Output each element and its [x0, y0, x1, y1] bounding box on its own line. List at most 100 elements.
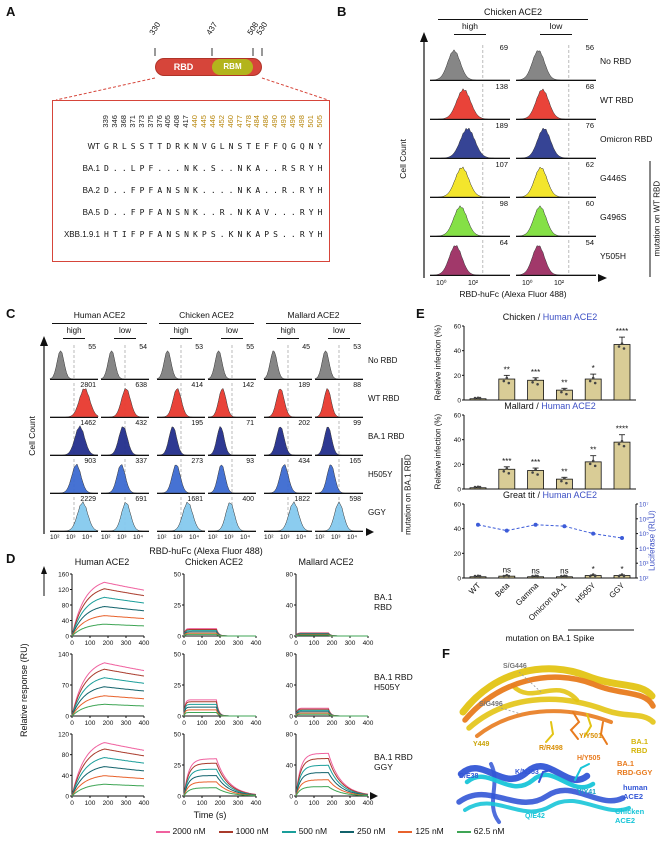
ribbon	[538, 769, 552, 783]
text: 400	[363, 720, 374, 727]
group-underline	[52, 323, 147, 324]
histogram-peak	[516, 166, 596, 198]
text: 40	[286, 763, 294, 770]
residue: F	[273, 142, 278, 151]
spr-plot: 0 70 140 0 100 200 300 400	[58, 652, 150, 728]
residue: R	[299, 186, 305, 195]
residue: .	[121, 186, 127, 195]
residue: .	[290, 186, 296, 195]
cell-count: 54	[139, 344, 147, 351]
text: ****	[616, 327, 628, 336]
x-tick: 10²	[101, 534, 111, 541]
spr-curve	[71, 581, 145, 637]
luciferase-point	[620, 536, 624, 541]
chart-title: Chicken / Human ACE2	[458, 312, 642, 322]
spr-curve	[71, 775, 144, 797]
residue: T	[112, 230, 118, 239]
ribbon	[510, 683, 580, 703]
text: 400	[251, 720, 262, 727]
cell-count: 98	[499, 199, 508, 208]
cell-count: 202	[298, 420, 310, 427]
flow-histogram	[516, 84, 596, 120]
legend-label: 500 nM	[298, 826, 328, 836]
text: 40	[454, 348, 462, 355]
residue: F	[130, 230, 136, 239]
cell-count: 434	[298, 458, 310, 465]
ribbon	[464, 772, 596, 790]
data-point	[502, 469, 506, 473]
line	[55, 77, 156, 101]
text: 25	[174, 763, 182, 770]
spr-curve	[71, 668, 145, 717]
data-point	[593, 381, 597, 385]
bar	[613, 441, 631, 490]
bar	[498, 378, 516, 401]
histogram-peak	[208, 502, 256, 532]
cell-count: 414	[191, 382, 203, 389]
text: 70	[62, 683, 70, 690]
residue: .	[264, 164, 270, 173]
variant-name: BA.1	[82, 164, 100, 173]
x-tick: 10⁰	[436, 280, 447, 287]
residue-label: H/Y505	[577, 755, 600, 762]
spr-plot: 0 25 50 0 100 200 300 400	[174, 652, 262, 728]
text: 50	[174, 732, 182, 739]
residue: F	[148, 164, 154, 173]
data-point	[478, 574, 482, 578]
text: 50	[174, 652, 182, 659]
data-point	[534, 574, 537, 578]
residue: R	[219, 208, 225, 217]
residue: Q	[282, 142, 287, 151]
flow-histogram	[515, 45, 596, 81]
data-point	[588, 462, 592, 466]
flow-histogram	[208, 497, 256, 532]
text: 0	[65, 634, 69, 641]
text: 400	[251, 800, 262, 807]
spr-curve	[295, 752, 369, 797]
cell-count: 56	[585, 43, 594, 52]
residue: .	[290, 208, 296, 217]
residue: F	[130, 186, 136, 195]
legend-label: 125 nM	[415, 826, 444, 836]
residue: .	[282, 208, 287, 217]
ribbon	[466, 696, 656, 731]
domain-connectors	[55, 48, 329, 101]
structure-legend-label: ACE2	[623, 792, 643, 801]
residue: Y	[308, 186, 314, 195]
data-point	[588, 574, 592, 578]
data-point	[507, 381, 511, 385]
text: 300	[233, 800, 244, 807]
text: 40	[62, 773, 70, 780]
structure-legend-label: BA.1	[617, 759, 634, 768]
residue: S	[237, 142, 243, 151]
histogram-peak	[50, 425, 99, 456]
residue: H	[317, 230, 323, 239]
text: 300	[345, 640, 356, 647]
text: 100	[85, 640, 96, 647]
residue: N	[308, 142, 314, 151]
cell-count: 598	[349, 496, 361, 503]
histogram-peak	[207, 425, 256, 456]
legend-swatch	[155, 830, 170, 833]
text: 140	[58, 652, 69, 659]
flow-histogram	[314, 421, 363, 456]
residue: S	[210, 230, 216, 239]
col-header-low: low	[549, 21, 563, 31]
residue: K	[246, 208, 252, 217]
panelB-x-axis-label: RBD-huFc (Alexa Fluor 488)	[459, 289, 567, 299]
text: ***	[531, 368, 540, 377]
x-tick: 10²	[315, 534, 325, 541]
text: 20	[454, 462, 462, 469]
legend-item: 500 nM	[281, 826, 328, 837]
spr-row-title-line: H505Y	[374, 682, 400, 692]
line	[477, 524, 507, 532]
text: 0	[177, 714, 181, 721]
alignment-position: 505	[310, 104, 331, 138]
ribbon	[463, 799, 631, 814]
row-label: WT RBD	[600, 95, 634, 105]
legend-label: 2000 nM	[172, 826, 206, 836]
flow-histogram	[515, 240, 596, 276]
residue: G	[104, 142, 109, 151]
bar	[556, 389, 573, 401]
x-tick: 10⁰	[522, 280, 533, 287]
